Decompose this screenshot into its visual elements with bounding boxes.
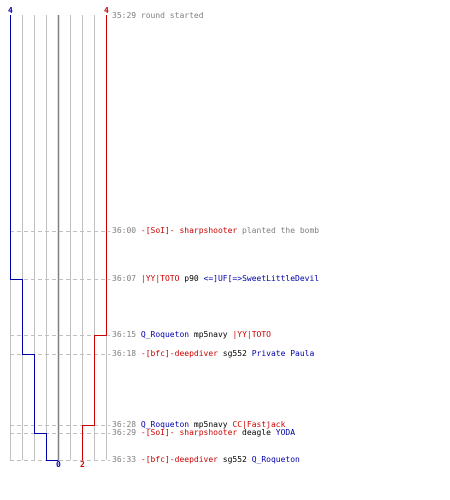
event-text-segment: YODA [275,428,296,437]
grid-lines [10,15,107,460]
event-row: 36:00 -[SoI]- sharpshooter planted the b… [112,226,319,236]
event-time: 36:15 [112,330,141,339]
event-row: 36:15 Q_Roqueton mp5navy |YY|TOTO [112,330,271,340]
red-team-alive-line [82,15,107,461]
event-text-segment: mp5navy [189,330,233,339]
event-text-segment: CC|Fastjack [232,420,286,429]
event-time: 36:29 [112,428,141,437]
event-time: 36:00 [112,226,141,235]
event-row: 36:33 -[bfc]-deepdiver sg552 Q_Roqueton [112,455,300,465]
red-team-start-count: 4 [104,6,109,15]
event-row: 36:07 |YY|TOTO p90 <=]UF[=>SweetLittleDe… [112,274,319,284]
red-team-end-count: 2 [80,460,85,469]
blue-team-start-count: 4 [8,6,13,15]
event-text-segment: planted the bomb [237,226,320,235]
event-time: 36:33 [112,455,141,464]
event-time: 36:28 [112,420,141,429]
event-text-segment: |YY|TOTO [140,274,180,283]
event-text-segment: deagle [237,428,276,437]
event-text-segment: |YY|TOTO [232,330,271,339]
event-text-segment: Q_Roqueton [140,330,190,339]
event-time: 35:29 [112,11,141,20]
event-text-segment: sg552 [217,349,252,358]
blue-team-end-count: 0 [56,460,61,469]
event-time: 36:18 [112,349,141,358]
event-text-segment: -[bfc]-deepdiver [140,349,218,358]
event-text-segment: Q_Roqueton [251,455,300,464]
event-time: 36:07 [112,274,141,283]
event-text-segment: p90 [179,274,204,283]
event-row: 35:29 round started [112,11,204,21]
event-text-segment: <=]UF[=>SweetLittleDevil [203,274,320,283]
event-text-segment: -[SoI]- sharpshooter [140,428,238,437]
event-text-segment: Q_Roqueton [140,420,190,429]
event-row: 36:28 Q_Roqueton mp5navy CC|Fastjack [112,420,285,430]
event-text-segment: sg552 [217,455,252,464]
event-row: 36:29 -[SoI]- sharpshooter deagle YODA [112,428,295,438]
event-row: 36:18 -[bfc]-deepdiver sg552 Private Pau… [112,349,314,359]
blue-team-alive-line [10,15,59,461]
event-text-segment: mp5navy [189,420,233,429]
event-text-segment: round started [140,11,204,20]
event-text-segment: -[SoI]- sharpshooter [140,226,238,235]
event-text-segment: -[bfc]-deepdiver [140,455,218,464]
event-text-segment: Private Paula [251,349,315,358]
